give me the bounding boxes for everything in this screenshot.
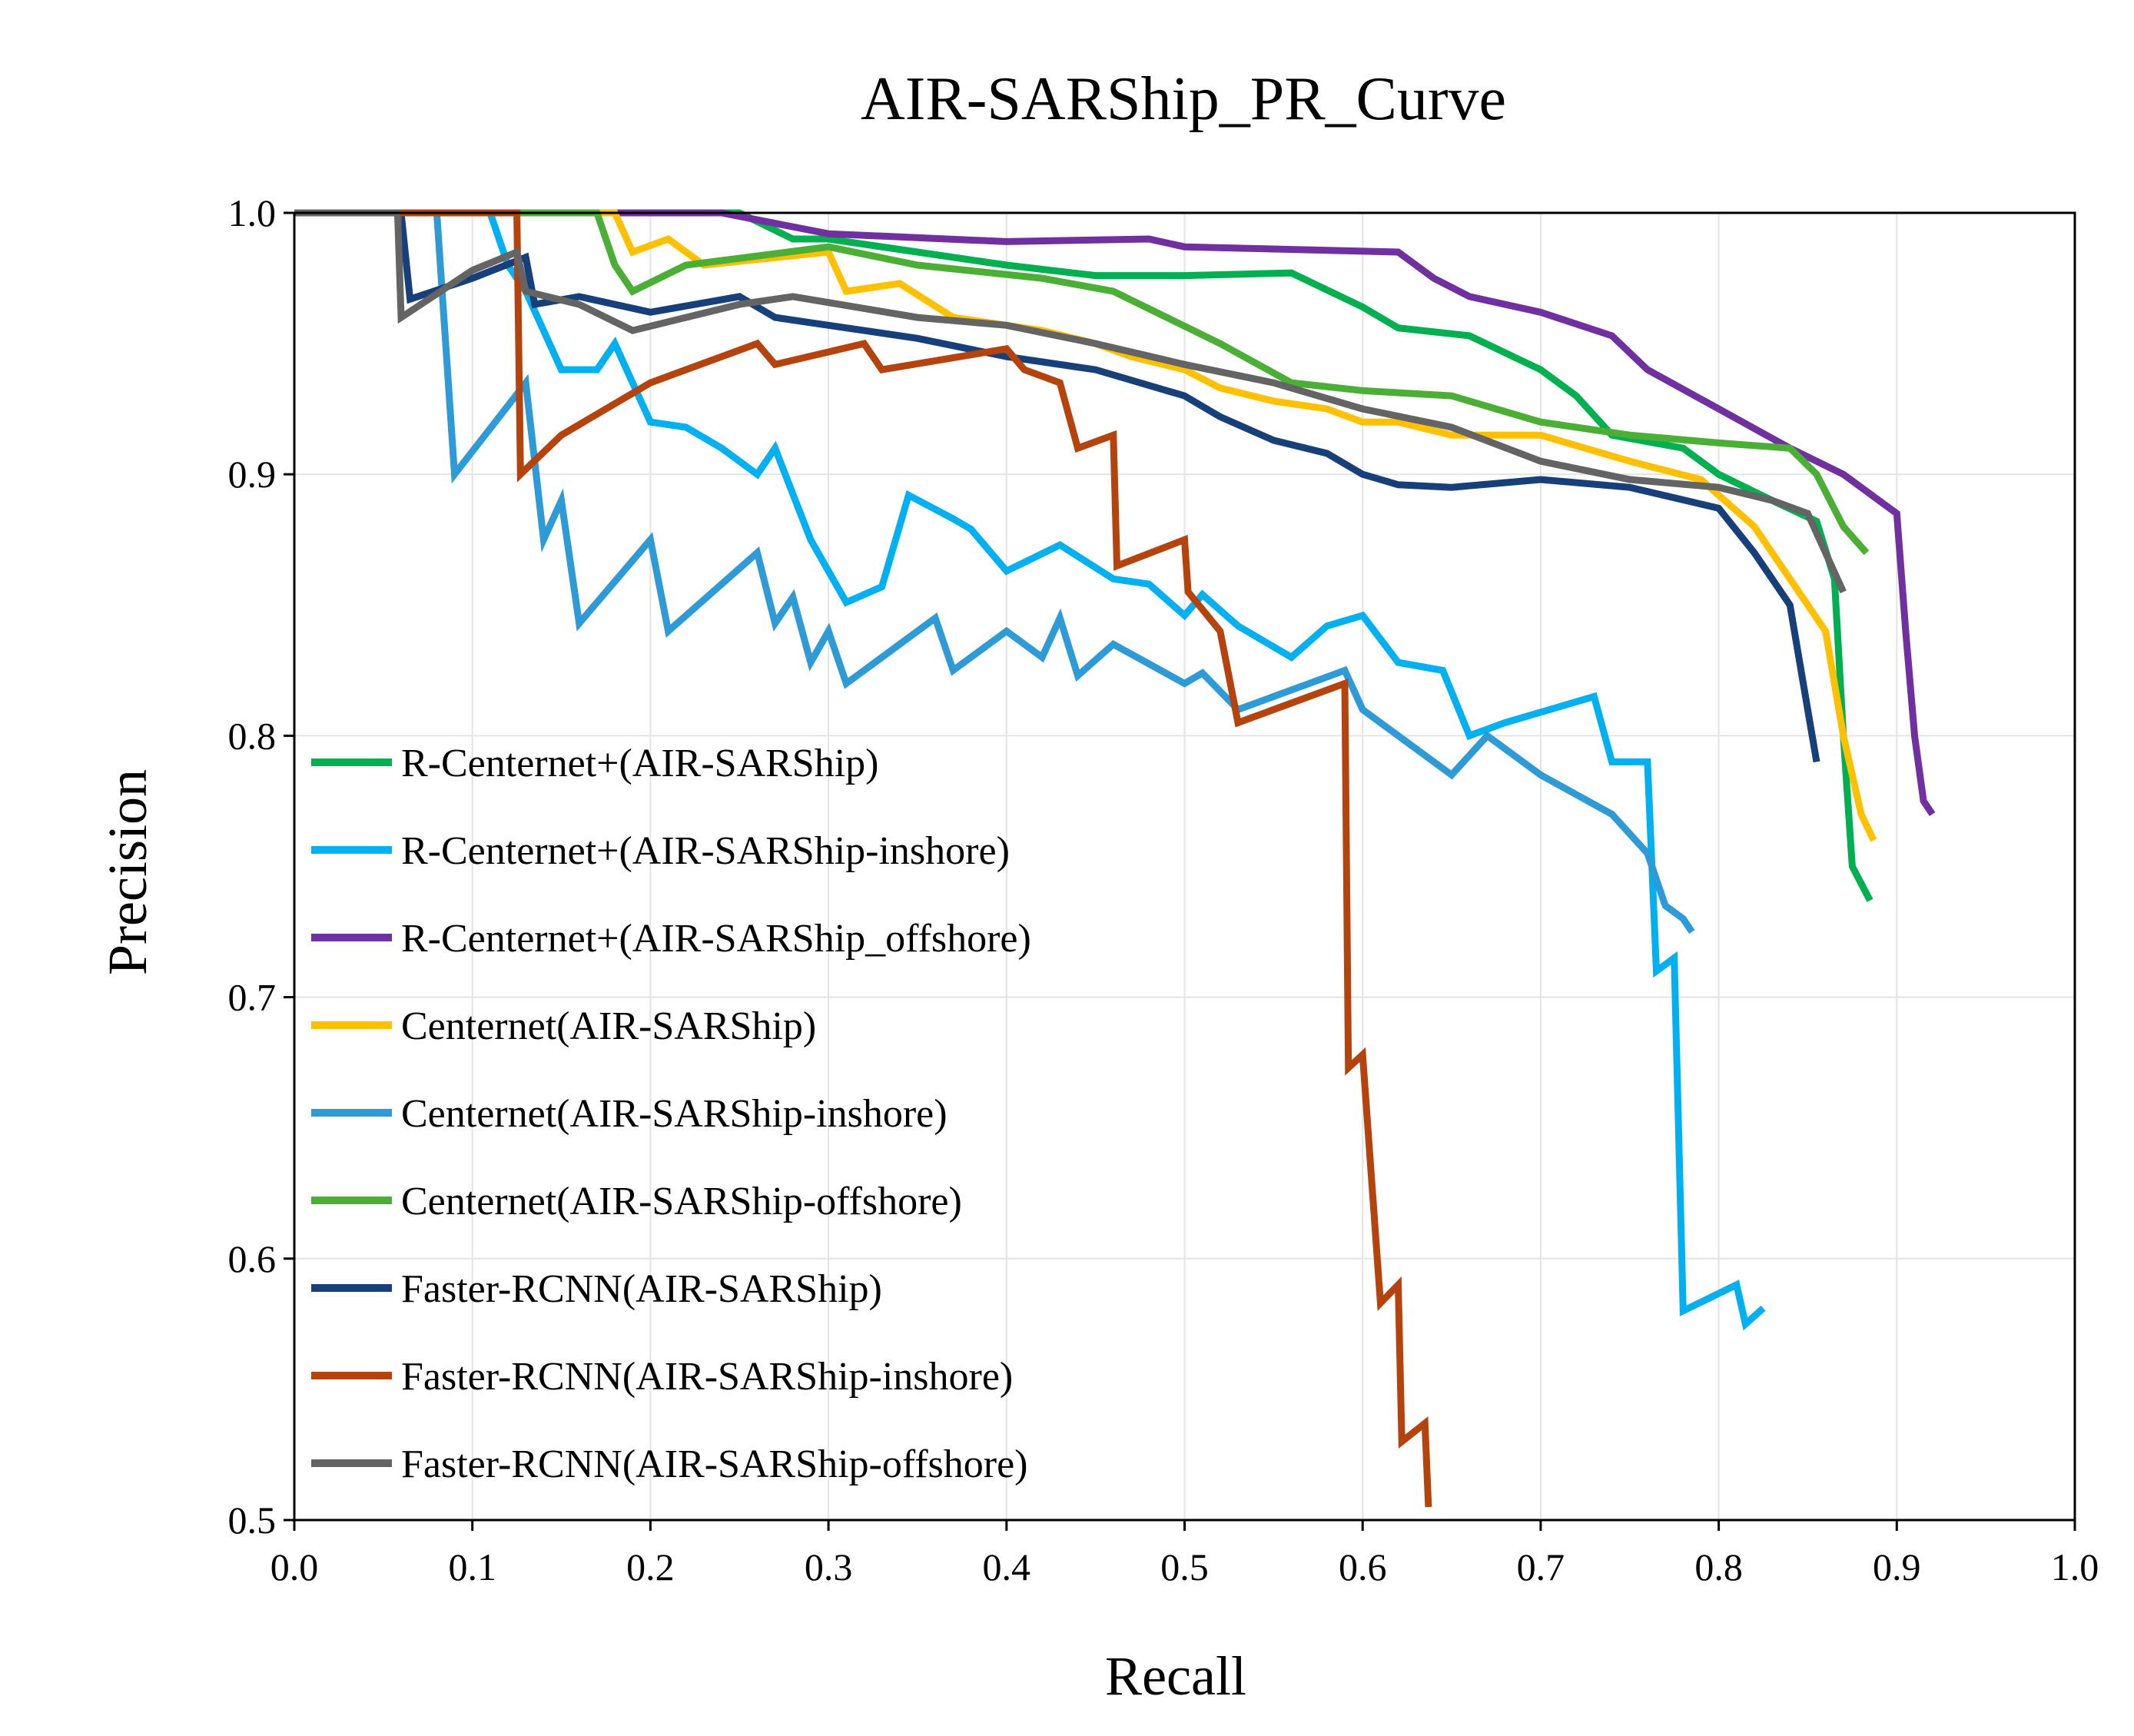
y-tick-label: 1.0	[228, 191, 277, 234]
legend-item-1: R-Centernet+(AIR-SARShip)	[311, 742, 879, 785]
grid-lines	[294, 213, 2075, 1520]
series-line-5	[294, 209, 1695, 934]
y-tick-label: 0.8	[228, 714, 277, 757]
x-tick-label: 0.7	[1517, 1545, 1565, 1588]
legend-label: R-Centernet+(AIR-SARShip-inshore)	[401, 829, 1010, 873]
legend-item-2: R-Centernet+(AIR-SARShip-inshore)	[311, 829, 1010, 873]
x-tick-label: 0.0	[270, 1545, 319, 1588]
legend-item-6: Centernet(AIR-SARShip-offshore)	[311, 1180, 962, 1223]
x-tick-label: 0.6	[1339, 1545, 1387, 1588]
legend-label: Centernet(AIR-SARShip-offshore)	[401, 1180, 962, 1223]
series-line-3	[294, 209, 1936, 817]
y-tick-label: 0.5	[228, 1499, 277, 1542]
legend-item-9: Faster-RCNN(AIR-SARShip-offshore)	[311, 1442, 1028, 1486]
series-line-6	[294, 209, 1870, 556]
legend: R-Centernet+(AIR-SARShip) R-Centernet+(AI…	[311, 742, 1031, 1486]
legend-label: Faster-RCNN(AIR-SARShip-inshore)	[401, 1355, 1013, 1399]
legend-item-7: Faster-RCNN(AIR-SARShip)	[311, 1267, 882, 1311]
y-tick-label: 0.9	[228, 453, 277, 496]
x-tick-label: 0.9	[1873, 1545, 1921, 1588]
y-tick-label: 0.7	[228, 976, 277, 1019]
legend-label: Centernet(AIR-SARShip)	[401, 1004, 816, 1048]
chart-title: AIR-SARShip_PR_Curve	[861, 65, 1506, 133]
x-tick-label: 0.2	[626, 1545, 675, 1588]
legend-item-4: Centernet(AIR-SARShip)	[311, 1004, 816, 1048]
x-tick-label: 0.3	[805, 1545, 853, 1588]
legend-label: R-Centernet+(AIR-SARShip_offshore)	[401, 917, 1031, 961]
axis-ticks: 0.0 0.1 0.2 0.3 0.4 0.5 0.6 0.7 0.8 0.9 1.0 0.5 0.6 0…	[228, 191, 2099, 1588]
x-tick-label: 0.4	[983, 1545, 1031, 1588]
series-line-2	[294, 209, 1766, 1331]
legend-label: R-Centernet+(AIR-SARShip)	[401, 742, 879, 785]
series-lines	[294, 209, 1936, 1508]
legend-label: Centernet(AIR-SARShip-inshore)	[401, 1092, 948, 1136]
legend-item-3: R-Centernet+(AIR-SARShip_offshore)	[311, 917, 1031, 961]
series-line-4	[294, 209, 1877, 842]
series-line-8	[294, 209, 1432, 1508]
series-line-9	[294, 209, 1847, 594]
legend-item-8: Faster-RCNN(AIR-SARShip-inshore)	[311, 1355, 1013, 1399]
legend-label: Faster-RCNN(AIR-SARShip-offshore)	[401, 1442, 1028, 1486]
x-tick-label: 0.1	[448, 1545, 496, 1588]
y-axis-label: Precision	[97, 769, 158, 975]
x-axis-label: Recall	[1105, 1645, 1246, 1707]
legend-item-5: Centernet(AIR-SARShip-inshore)	[311, 1092, 948, 1136]
x-tick-label: 0.5	[1160, 1545, 1209, 1588]
y-tick-label: 0.6	[228, 1237, 277, 1280]
series-line-7	[294, 209, 1820, 763]
x-tick-label: 1.0	[2051, 1545, 2099, 1588]
x-tick-label: 0.8	[1694, 1545, 1743, 1588]
legend-label: Faster-RCNN(AIR-SARShip)	[401, 1267, 882, 1311]
